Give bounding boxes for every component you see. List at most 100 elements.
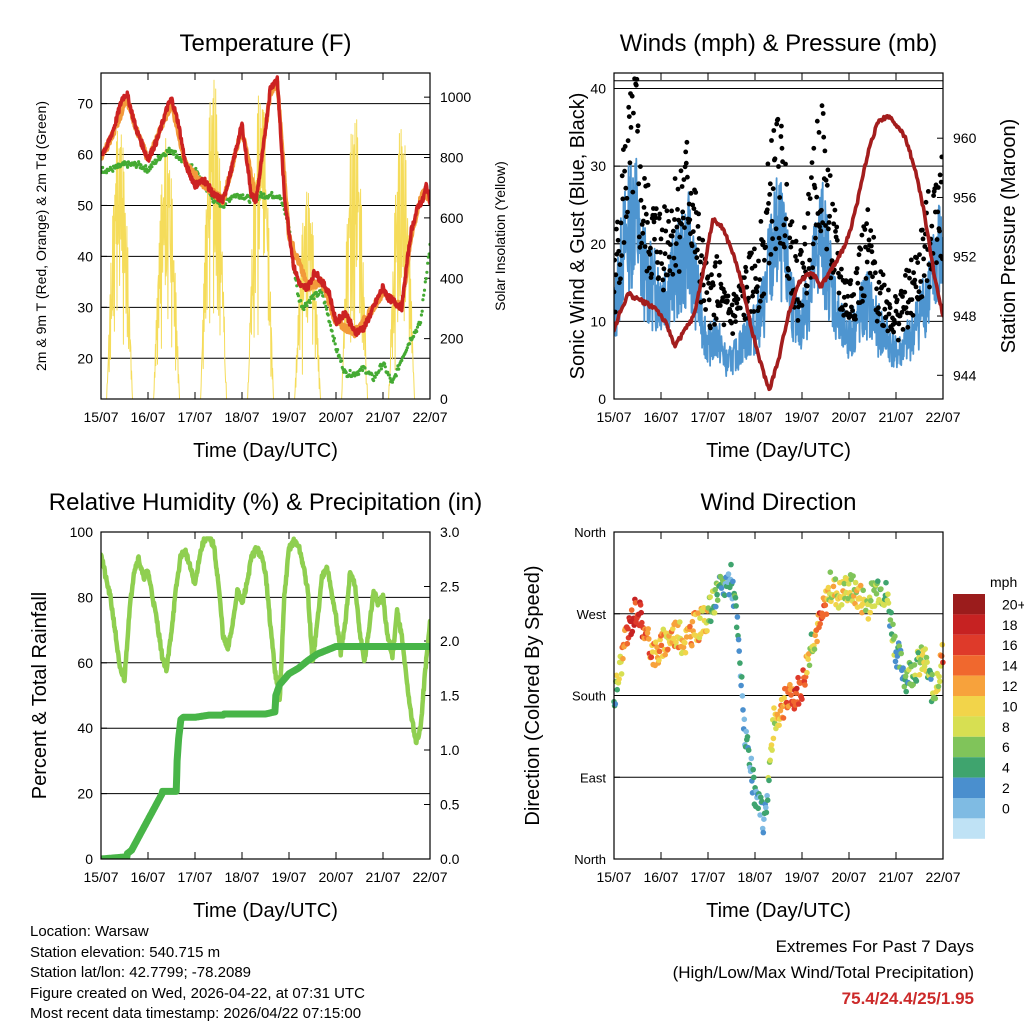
- gust-point: [904, 310, 910, 316]
- gust-point: [845, 293, 851, 299]
- gust-point: [712, 322, 717, 327]
- gust-point: [684, 139, 690, 145]
- gust-point: [656, 215, 662, 221]
- gust-point: [855, 280, 861, 286]
- direction-point: [812, 632, 818, 639]
- gust-point: [749, 250, 754, 256]
- gust-point: [750, 293, 755, 299]
- gust-point: [820, 111, 826, 116]
- gust-point: [876, 305, 881, 311]
- gust-point: [793, 254, 798, 259]
- gust-point: [799, 303, 805, 308]
- gust-point: [678, 168, 684, 174]
- gust-point: [886, 287, 891, 293]
- humidity-ytick-label: 60: [77, 655, 93, 671]
- dewpoint-point: [338, 356, 342, 360]
- gust-point: [850, 308, 855, 313]
- gust-point: [892, 320, 898, 326]
- gust-point: [733, 319, 738, 324]
- gust-point: [880, 272, 886, 278]
- winds-ytick-label: 20: [590, 236, 606, 252]
- gust-point: [642, 244, 648, 250]
- legend-label: 16: [1002, 637, 1018, 653]
- direction-xtick-label: 18/07: [737, 869, 772, 885]
- temperature-ytick-label: 30: [77, 299, 93, 315]
- direction-point: [689, 642, 695, 649]
- gust-point: [668, 242, 673, 248]
- direction-point: [757, 812, 763, 818]
- dewpoint-point: [104, 171, 109, 175]
- gust-point: [614, 257, 617, 263]
- gust-point: [854, 270, 859, 276]
- temperature-ylabel-right: Solar Insolation (Yellow): [492, 161, 508, 311]
- gust-point: [620, 196, 626, 202]
- dewpoint-point: [320, 291, 324, 295]
- gust-point: [756, 258, 761, 264]
- gust-point: [737, 305, 743, 311]
- gust-point: [882, 306, 888, 312]
- gust-point: [851, 292, 857, 297]
- gust-point: [672, 176, 678, 182]
- dewpoint-point: [310, 296, 314, 300]
- gust-point: [911, 270, 916, 276]
- gust-point: [826, 226, 831, 232]
- dewpoint-point: [426, 255, 430, 259]
- gust-point: [763, 244, 768, 250]
- gust-point: [937, 228, 942, 234]
- direction-point: [850, 573, 856, 579]
- direction-point: [902, 673, 909, 680]
- gust-point: [681, 177, 687, 183]
- gust-point: [853, 316, 858, 322]
- gust-point: [634, 76, 640, 82]
- direction-point: [732, 595, 739, 601]
- dewpoint-point: [222, 205, 226, 209]
- dewpoint-point: [227, 199, 232, 203]
- humidity-ytick-label: 40: [77, 720, 93, 736]
- dewpoint-point: [296, 294, 300, 298]
- dewpoint-point: [379, 367, 383, 371]
- recent-timestamp: Most recent data timestamp: 2026/04/22 0…: [30, 1005, 362, 1022]
- direction-point: [913, 678, 920, 684]
- direction-point: [875, 578, 881, 584]
- gust-point: [937, 172, 943, 178]
- gust-point: [847, 311, 852, 317]
- dewpoint-point: [158, 156, 163, 160]
- dewpoint-point: [302, 307, 306, 312]
- gust-point: [626, 104, 632, 110]
- gust-point: [630, 189, 636, 195]
- gust-point: [822, 148, 828, 154]
- solar-series-day-2: [200, 79, 227, 399]
- temperature-xtick-label: 17/07: [177, 409, 212, 425]
- direction-point: [928, 676, 934, 682]
- precipitation-series: [101, 643, 430, 859]
- dewpoint-point: [419, 313, 423, 317]
- gust-point: [772, 156, 778, 162]
- gust-point: [647, 251, 653, 257]
- humidity-xtick-label: 20/07: [318, 869, 353, 885]
- gust-point: [778, 134, 784, 139]
- direction-point: [750, 766, 756, 773]
- direction-point: [730, 578, 736, 585]
- direction-point: [740, 707, 746, 713]
- direction-point: [863, 607, 869, 614]
- gust-point: [696, 211, 701, 217]
- gust-point: [824, 182, 830, 188]
- dewpoint-point: [314, 290, 318, 294]
- direction-point: [915, 650, 922, 656]
- direction-point: [625, 625, 631, 632]
- direction-point: [708, 618, 714, 625]
- gust-point: [638, 197, 644, 203]
- dewpoint-point: [339, 359, 344, 363]
- direction-point: [680, 644, 687, 650]
- gust-point: [734, 300, 740, 306]
- direction-point: [629, 628, 636, 635]
- gust-point: [682, 164, 688, 170]
- gust-point: [848, 278, 854, 283]
- gust-point: [614, 309, 618, 315]
- winds-ytick-right-label: 948: [953, 308, 977, 324]
- gust-point: [656, 275, 661, 280]
- direction-xtick-label: 17/07: [690, 869, 725, 885]
- direction-point: [648, 654, 655, 660]
- winds-xtick-label: 18/07: [737, 409, 772, 425]
- direction-xtick-label: 15/07: [596, 869, 631, 885]
